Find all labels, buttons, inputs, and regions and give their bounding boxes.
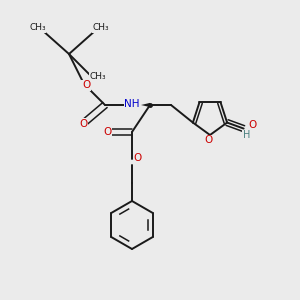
Polygon shape <box>141 103 150 107</box>
Text: O: O <box>82 80 90 91</box>
Text: CH₃: CH₃ <box>89 72 106 81</box>
Text: O: O <box>248 120 256 130</box>
Text: O: O <box>204 135 213 146</box>
Text: O: O <box>133 153 142 163</box>
Text: CH₃: CH₃ <box>29 23 46 32</box>
Text: H: H <box>243 130 250 140</box>
Text: O: O <box>79 119 87 129</box>
Text: CH₃: CH₃ <box>92 23 109 32</box>
Text: O: O <box>103 127 111 137</box>
Text: NH: NH <box>124 99 140 109</box>
